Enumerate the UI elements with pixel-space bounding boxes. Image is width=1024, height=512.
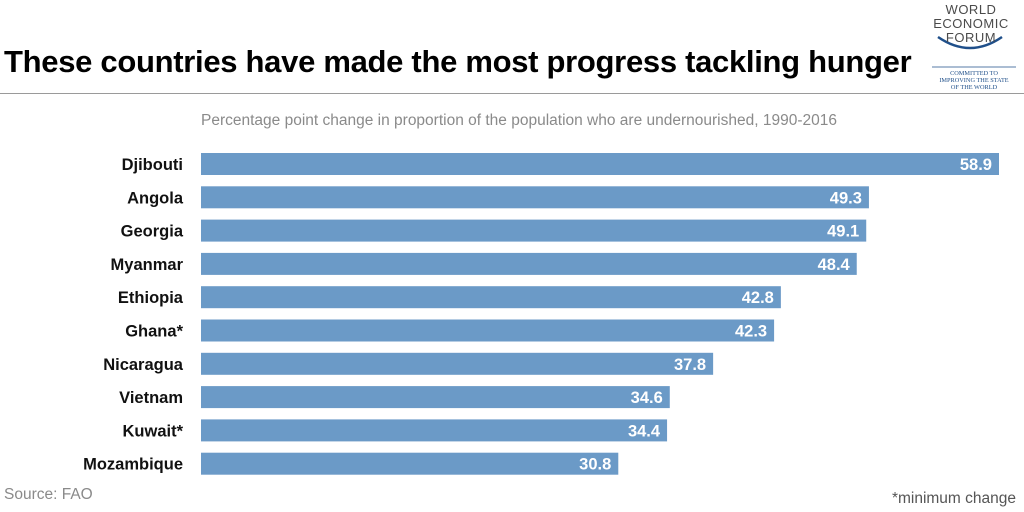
- value-label: 48.4: [818, 256, 851, 274]
- source-note: Source: FAO: [4, 486, 93, 503]
- category-label: Djibouti: [122, 156, 183, 174]
- bar-mozambique: [201, 452, 619, 475]
- bar-kuwait: [201, 419, 668, 442]
- category-label: Georgia: [121, 223, 184, 241]
- value-label: 42.8: [742, 289, 774, 307]
- category-label: Vietnam: [119, 389, 183, 407]
- logo-tagline-line: OF THE WORLD: [950, 84, 998, 91]
- chart-title: These countries have made the most progr…: [4, 44, 912, 79]
- logo-tagline-line: IMPROVING THE STATE: [939, 77, 1009, 84]
- bar-myanmar: [201, 252, 857, 275]
- category-label: Myanmar: [111, 256, 184, 274]
- title-divider: [0, 93, 1024, 94]
- logo-name-line: FORUM: [945, 30, 997, 45]
- logo-name-line: WORLD: [945, 2, 997, 17]
- bar-ghana: [201, 319, 775, 342]
- category-label: Kuwait*: [122, 422, 183, 440]
- category-label: Angola: [127, 189, 184, 207]
- value-label: 30.8: [579, 456, 611, 474]
- bar-georgia: [201, 219, 867, 242]
- logo-name: WORLD ECONOMIC FORUM: [926, 3, 1016, 45]
- chart-subtitle: Percentage point change in proportion of…: [201, 112, 837, 129]
- value-label: 34.4: [628, 422, 661, 440]
- footnote: *minimum change: [891, 490, 1016, 507]
- value-label: 58.9: [960, 156, 992, 174]
- value-label: 49.1: [827, 223, 859, 241]
- value-label: 34.6: [631, 389, 663, 407]
- category-label: Mozambique: [83, 456, 183, 474]
- bar-djibouti: [201, 153, 999, 175]
- category-label: Ghana*: [125, 323, 183, 341]
- category-label: Nicaragua: [103, 356, 184, 374]
- logo-name-line: ECONOMIC: [933, 16, 1009, 31]
- bar-angola: [201, 186, 869, 209]
- value-label: 37.8: [674, 356, 706, 374]
- logo-tagline: COMMITTED TO IMPROVING THE STATE OF THE …: [928, 70, 1020, 91]
- logo-tagline-line: COMMITTED TO: [950, 70, 998, 77]
- bar-nicaragua: [201, 352, 714, 375]
- bar-ethiopia: [201, 286, 781, 309]
- bar-vietnam: [201, 386, 670, 409]
- logo-swoosh-icon: [932, 35, 1016, 68]
- wef-logo: WORLD ECONOMIC FORUM COMMITTED TO IMPROV…: [926, 3, 1022, 93]
- category-label: Ethiopia: [118, 289, 184, 307]
- value-label: 42.3: [735, 323, 767, 341]
- value-label: 49.3: [830, 189, 862, 207]
